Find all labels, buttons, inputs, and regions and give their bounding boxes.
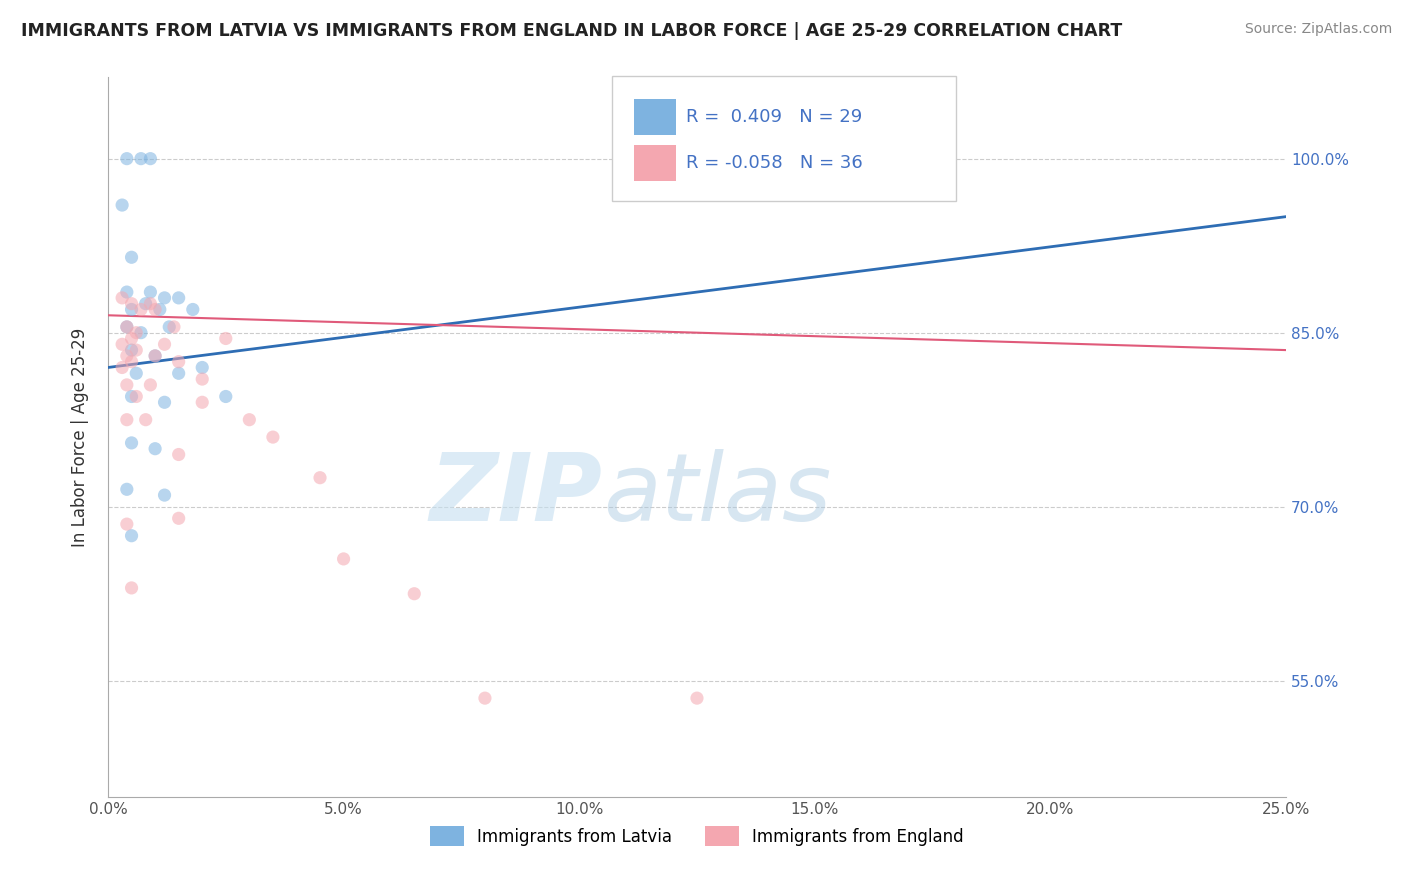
Point [115,349,138,363]
Point [215,389,238,403]
Point [167,366,190,380]
Point [167,354,190,368]
Point [121,529,143,543]
Point [111,198,134,212]
Text: R =  0.409   N = 29: R = 0.409 N = 29 [686,108,862,126]
Point [125,366,148,380]
Text: atlas: atlas [603,450,831,541]
Point [143,349,166,363]
Point [474,691,496,706]
Point [121,296,143,310]
Point [686,691,709,706]
Point [404,587,426,601]
Point [115,377,138,392]
Point [139,377,162,392]
Point [115,483,138,497]
Point [167,511,190,525]
Point [167,448,190,462]
Point [139,285,162,299]
Legend: Immigrants from Latvia, Immigrants from England: Immigrants from Latvia, Immigrants from … [423,820,970,853]
Point [191,395,214,409]
Point [153,395,176,409]
Point [121,354,143,368]
Point [215,331,238,345]
Point [115,413,138,427]
Point [121,389,143,403]
Text: Source: ZipAtlas.com: Source: ZipAtlas.com [1244,22,1392,37]
Text: R = -0.058   N = 36: R = -0.058 N = 36 [686,154,863,172]
Point [121,250,143,264]
Point [115,152,138,166]
Y-axis label: In Labor Force | Age 25-29: In Labor Force | Age 25-29 [72,327,89,547]
Point [121,436,143,450]
Point [115,517,138,532]
Point [153,488,176,502]
Point [111,360,134,375]
Point [149,302,172,317]
Point [129,152,152,166]
Point [153,337,176,351]
Point [135,296,157,310]
Point [191,372,214,386]
Point [129,302,152,317]
Point [111,291,134,305]
Point [309,471,332,485]
Point [125,343,148,357]
Text: IMMIGRANTS FROM LATVIA VS IMMIGRANTS FROM ENGLAND IN LABOR FORCE | AGE 25-29 COR: IMMIGRANTS FROM LATVIA VS IMMIGRANTS FRO… [21,22,1122,40]
Point [238,413,260,427]
Text: ZIP: ZIP [430,449,603,541]
Point [163,319,186,334]
Point [129,326,152,340]
Point [125,326,148,340]
Point [332,552,354,566]
Point [121,331,143,345]
Point [191,360,214,375]
Point [157,319,180,334]
Point [121,302,143,317]
Point [143,442,166,456]
Point [139,296,162,310]
Point [115,319,138,334]
Point [125,389,148,403]
Point [143,349,166,363]
Point [111,337,134,351]
Point [121,581,143,595]
Point [262,430,284,444]
Point [121,343,143,357]
Point [115,319,138,334]
Point [143,302,166,317]
Point [139,152,162,166]
Point [181,302,204,317]
Point [167,291,190,305]
Point [153,291,176,305]
Point [115,285,138,299]
Point [135,413,157,427]
